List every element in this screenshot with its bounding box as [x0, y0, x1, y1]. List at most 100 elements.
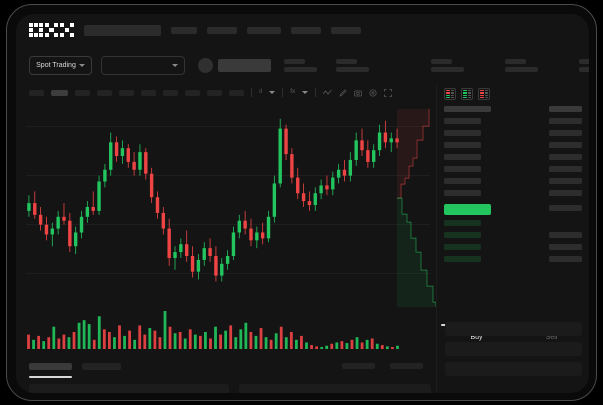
total-field[interactable] — [445, 362, 582, 376]
orders-panel — [16, 357, 436, 393]
timeframe-icon[interactable]: ıl — [259, 88, 263, 96]
bottom-panel-left[interactable] — [29, 384, 229, 393]
ask-row-size[interactable] — [549, 142, 582, 148]
ask-row-size[interactable] — [549, 154, 582, 160]
interval-button-1[interactable] — [29, 89, 44, 96]
stat-label — [336, 58, 357, 64]
ask-row-price[interactable] — [444, 190, 481, 196]
trading-sub-header: Spot Trading — [16, 46, 589, 84]
chevron-down-icon[interactable] — [302, 91, 309, 94]
top-navigation-bar — [16, 14, 589, 46]
chevron-down-icon — [172, 63, 178, 67]
bid-row-size[interactable] — [549, 232, 582, 238]
ask-row-price[interactable] — [444, 166, 481, 172]
interval-button-10[interactable] — [229, 89, 244, 96]
bid-row-price[interactable] — [444, 232, 481, 238]
toolbar-divider — [282, 88, 284, 97]
active-tab-indicator — [29, 376, 72, 378]
ask-row-size[interactable] — [549, 190, 582, 196]
stat-value — [579, 66, 589, 72]
bid-row-price[interactable] — [444, 244, 481, 250]
tab-order-history[interactable] — [82, 363, 121, 370]
line-tool-icon[interactable] — [323, 89, 333, 96]
ask-row-size[interactable] — [549, 178, 582, 184]
volume-histogram — [27, 311, 399, 349]
orderbook-spread-row[interactable] — [444, 204, 491, 215]
stat-label — [431, 58, 452, 64]
price-chart[interactable] — [16, 101, 436, 357]
orderbook-mode-asks-icon[interactable] — [478, 88, 490, 100]
interval-button-3[interactable] — [75, 89, 90, 96]
tab-open-orders[interactable] — [29, 363, 72, 370]
bottom-action-1[interactable] — [342, 363, 375, 369]
ask-row-size[interactable] — [549, 118, 582, 124]
chevron-down-icon — [78, 63, 85, 67]
bid-row-price[interactable] — [444, 256, 481, 262]
market-mode-selector[interactable]: Spot Trading — [29, 55, 92, 75]
nav-item-1[interactable] — [171, 26, 197, 34]
ask-row-price[interactable] — [444, 142, 481, 148]
fullscreen-icon[interactable] — [384, 88, 393, 97]
bid-row-size[interactable] — [549, 256, 582, 262]
stat-label — [284, 58, 305, 64]
chart-toolbar: ıl fx — [16, 84, 436, 101]
settings-icon[interactable] — [369, 88, 377, 97]
market-stats-row — [284, 46, 589, 84]
okx-logo-icon[interactable] — [29, 23, 74, 37]
stat-value — [284, 66, 317, 72]
toolbar-divider — [251, 88, 252, 97]
bid-row-price[interactable] — [444, 220, 481, 226]
stat-value — [505, 66, 538, 72]
nav-item-2[interactable] — [207, 26, 237, 34]
market-stat-2 — [336, 58, 369, 72]
interval-button-2[interactable] — [51, 89, 68, 96]
order-book-and-trade-panel: Buy Sell — [436, 84, 589, 393]
bottom-panel-right[interactable] — [239, 384, 431, 393]
ask-row-price[interactable] — [444, 130, 481, 136]
interval-button-9[interactable] — [207, 89, 222, 96]
price-field[interactable] — [445, 322, 582, 336]
stat-label — [505, 58, 526, 64]
bottom-action-2[interactable] — [390, 363, 423, 369]
ask-row-price[interactable] — [444, 178, 481, 184]
market-depth-overlay — [397, 109, 436, 307]
market-stat-1 — [284, 58, 317, 72]
trading-pair-select[interactable] — [101, 55, 185, 75]
spread-row-size[interactable] — [549, 205, 582, 211]
candlestick-series — [27, 118, 399, 282]
orderbook-mode-bids-icon[interactable] — [461, 88, 473, 100]
bid-row-size[interactable] — [549, 244, 582, 250]
interval-button-6[interactable] — [141, 89, 156, 96]
amount-field[interactable] — [445, 342, 582, 356]
indicators-icon[interactable]: fx — [290, 88, 296, 96]
interval-button-4[interactable] — [97, 89, 112, 96]
order-book-rows[interactable] — [437, 106, 589, 268]
device-bezel: Spot Trading — [6, 4, 597, 401]
nav-item-5[interactable] — [331, 26, 361, 34]
camera-icon[interactable] — [354, 89, 363, 97]
pencil-icon[interactable] — [339, 89, 347, 97]
pair-coin-avatar — [198, 57, 213, 73]
ask-row-price[interactable] — [444, 118, 481, 124]
interval-button-7[interactable] — [163, 89, 178, 96]
search-input[interactable] — [84, 24, 161, 36]
stat-value — [336, 66, 369, 72]
nav-item-3[interactable] — [247, 26, 281, 34]
stat-value — [431, 66, 464, 72]
ask-row-size[interactable] — [549, 130, 582, 136]
tab-sell[interactable]: Sell — [545, 334, 558, 341]
interval-button-5[interactable] — [119, 89, 134, 96]
interval-button-8[interactable] — [185, 89, 200, 96]
tab-buy[interactable]: Buy — [470, 334, 483, 341]
orderbook-mode-both-icon[interactable] — [444, 88, 456, 100]
pair-name-label — [218, 58, 271, 72]
order-book-display-modes — [444, 88, 490, 100]
orderbook-header-price — [444, 106, 491, 112]
ask-row-size[interactable] — [549, 166, 582, 172]
ask-row-price[interactable] — [444, 154, 481, 160]
nav-item-4[interactable] — [291, 26, 321, 34]
app-screen: Spot Trading — [16, 14, 589, 393]
market-mode-label: Spot Trading — [36, 61, 76, 69]
stat-label — [579, 58, 589, 64]
chevron-down-icon[interactable] — [269, 91, 276, 94]
